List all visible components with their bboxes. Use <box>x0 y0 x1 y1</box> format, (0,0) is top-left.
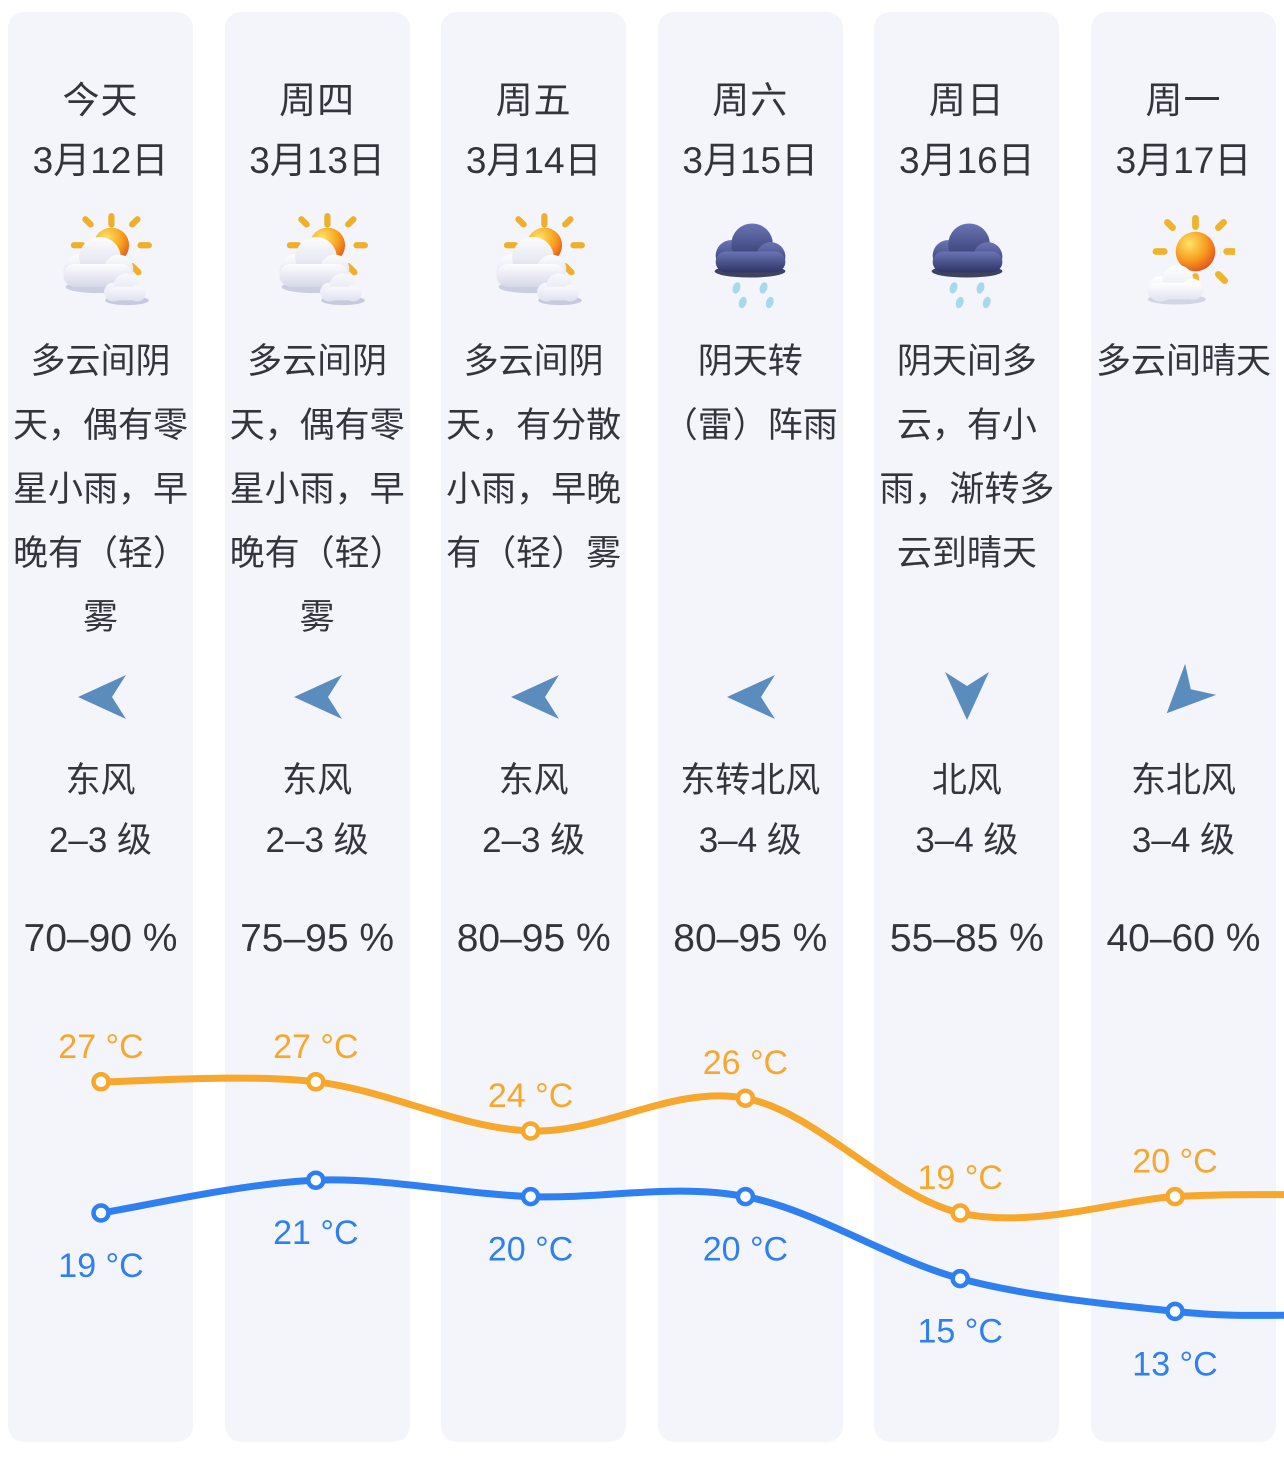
wind-direction-arrow-icon <box>8 667 193 727</box>
wind-direction-arrow-icon <box>658 667 843 727</box>
wind-level: 2–3 级 <box>48 821 153 860</box>
date-label: 3月15日 <box>682 140 819 181</box>
day-label: 周五 <box>495 80 572 121</box>
wind-direction-arrow-icon <box>441 667 626 727</box>
wind-level: 3–4 级 <box>698 821 802 860</box>
date-label: 3月14日 <box>465 140 602 181</box>
forecast-card[interactable]: 周五 3月14日 <box>441 12 627 1442</box>
forecast-card[interactable]: 今天 3月12日 <box>8 12 193 1442</box>
day-label: 周六 <box>712 80 789 121</box>
day-label: 周一 <box>1145 80 1222 121</box>
forecast-card[interactable]: 周日 3月16日 阴天间多云，有小雨，渐转多云到晴天 北风 <box>874 12 1060 1442</box>
humidity-range: 80–95 % <box>673 917 828 960</box>
partly-cloudy-icon <box>496 213 585 306</box>
wind-direction: 东北风 <box>1130 761 1236 800</box>
humidity-range: 70–90 % <box>23 917 178 960</box>
wind-level: 2–3 级 <box>265 821 369 860</box>
weather-icon <box>874 212 1059 316</box>
weather-icon <box>658 212 843 316</box>
weather-icon <box>441 212 626 316</box>
wind-direction-arrow-icon <box>1091 663 1276 727</box>
humidity-range: 40–60 % <box>1106 917 1261 960</box>
wind-level: 3–4 级 <box>915 821 1019 860</box>
wind-direction: 东风 <box>282 761 353 800</box>
weather-description: 多云间阴天，偶有零星小雨，早晚有（轻）雾 <box>12 342 188 637</box>
weather-description: 多云间阴天，有分散小雨，早晚有（轻）雾 <box>446 342 622 573</box>
forecast-cards-container: 今天 3月12日 <box>0 12 1284 1442</box>
wind-direction: 东转北风 <box>680 761 821 800</box>
wind-direction-arrow-icon <box>874 667 1059 727</box>
humidity-range: 75–95 % <box>240 917 395 960</box>
forecast-card[interactable]: 周六 3月15日 阴天转（雷）阵雨 东转北风 3–4 级 <box>657 12 843 1442</box>
day-label: 周日 <box>928 80 1005 121</box>
day-label: 周四 <box>279 80 356 121</box>
wind-direction: 东风 <box>498 761 569 800</box>
wind-direction: 东风 <box>65 761 136 800</box>
humidity-range: 80–95 % <box>456 917 611 960</box>
date-label: 3月16日 <box>899 140 1035 181</box>
date-label: 3月17日 <box>1115 140 1252 181</box>
weather-description: 阴天转（雷）阵雨 <box>662 342 838 445</box>
humidity-range: 55–85 % <box>889 917 1044 960</box>
weather-icon <box>225 212 410 316</box>
wind-level: 3–4 级 <box>1131 821 1236 860</box>
weather-description: 多云间阴天，偶有零星小雨，早晚有（轻）雾 <box>229 342 405 637</box>
date-label: 3月12日 <box>32 140 169 181</box>
weather-icon <box>8 212 193 316</box>
partly-cloudy-icon <box>279 213 369 306</box>
rain-icon <box>714 223 786 309</box>
wind-direction-arrow-icon <box>225 667 410 727</box>
forecast-card[interactable]: 周一 3月17日 多云间晴天 <box>1090 12 1276 1442</box>
wind-level: 2–3 级 <box>482 821 586 860</box>
forecast-card[interactable]: 周四 3月13日 <box>224 12 410 1442</box>
day-label: 今天 <box>62 80 139 121</box>
weather-description: 阴天间多云，有小雨，渐转多云到晴天 <box>879 342 1055 573</box>
date-label: 3月13日 <box>249 140 385 181</box>
wind-direction: 北风 <box>931 761 1002 800</box>
partly-cloudy-icon <box>63 213 152 306</box>
rain-icon <box>931 223 1003 309</box>
weather-icon <box>1091 212 1276 316</box>
weather-description: 多云间晴天 <box>1095 342 1271 381</box>
mostly-sunny-icon <box>1148 214 1236 305</box>
